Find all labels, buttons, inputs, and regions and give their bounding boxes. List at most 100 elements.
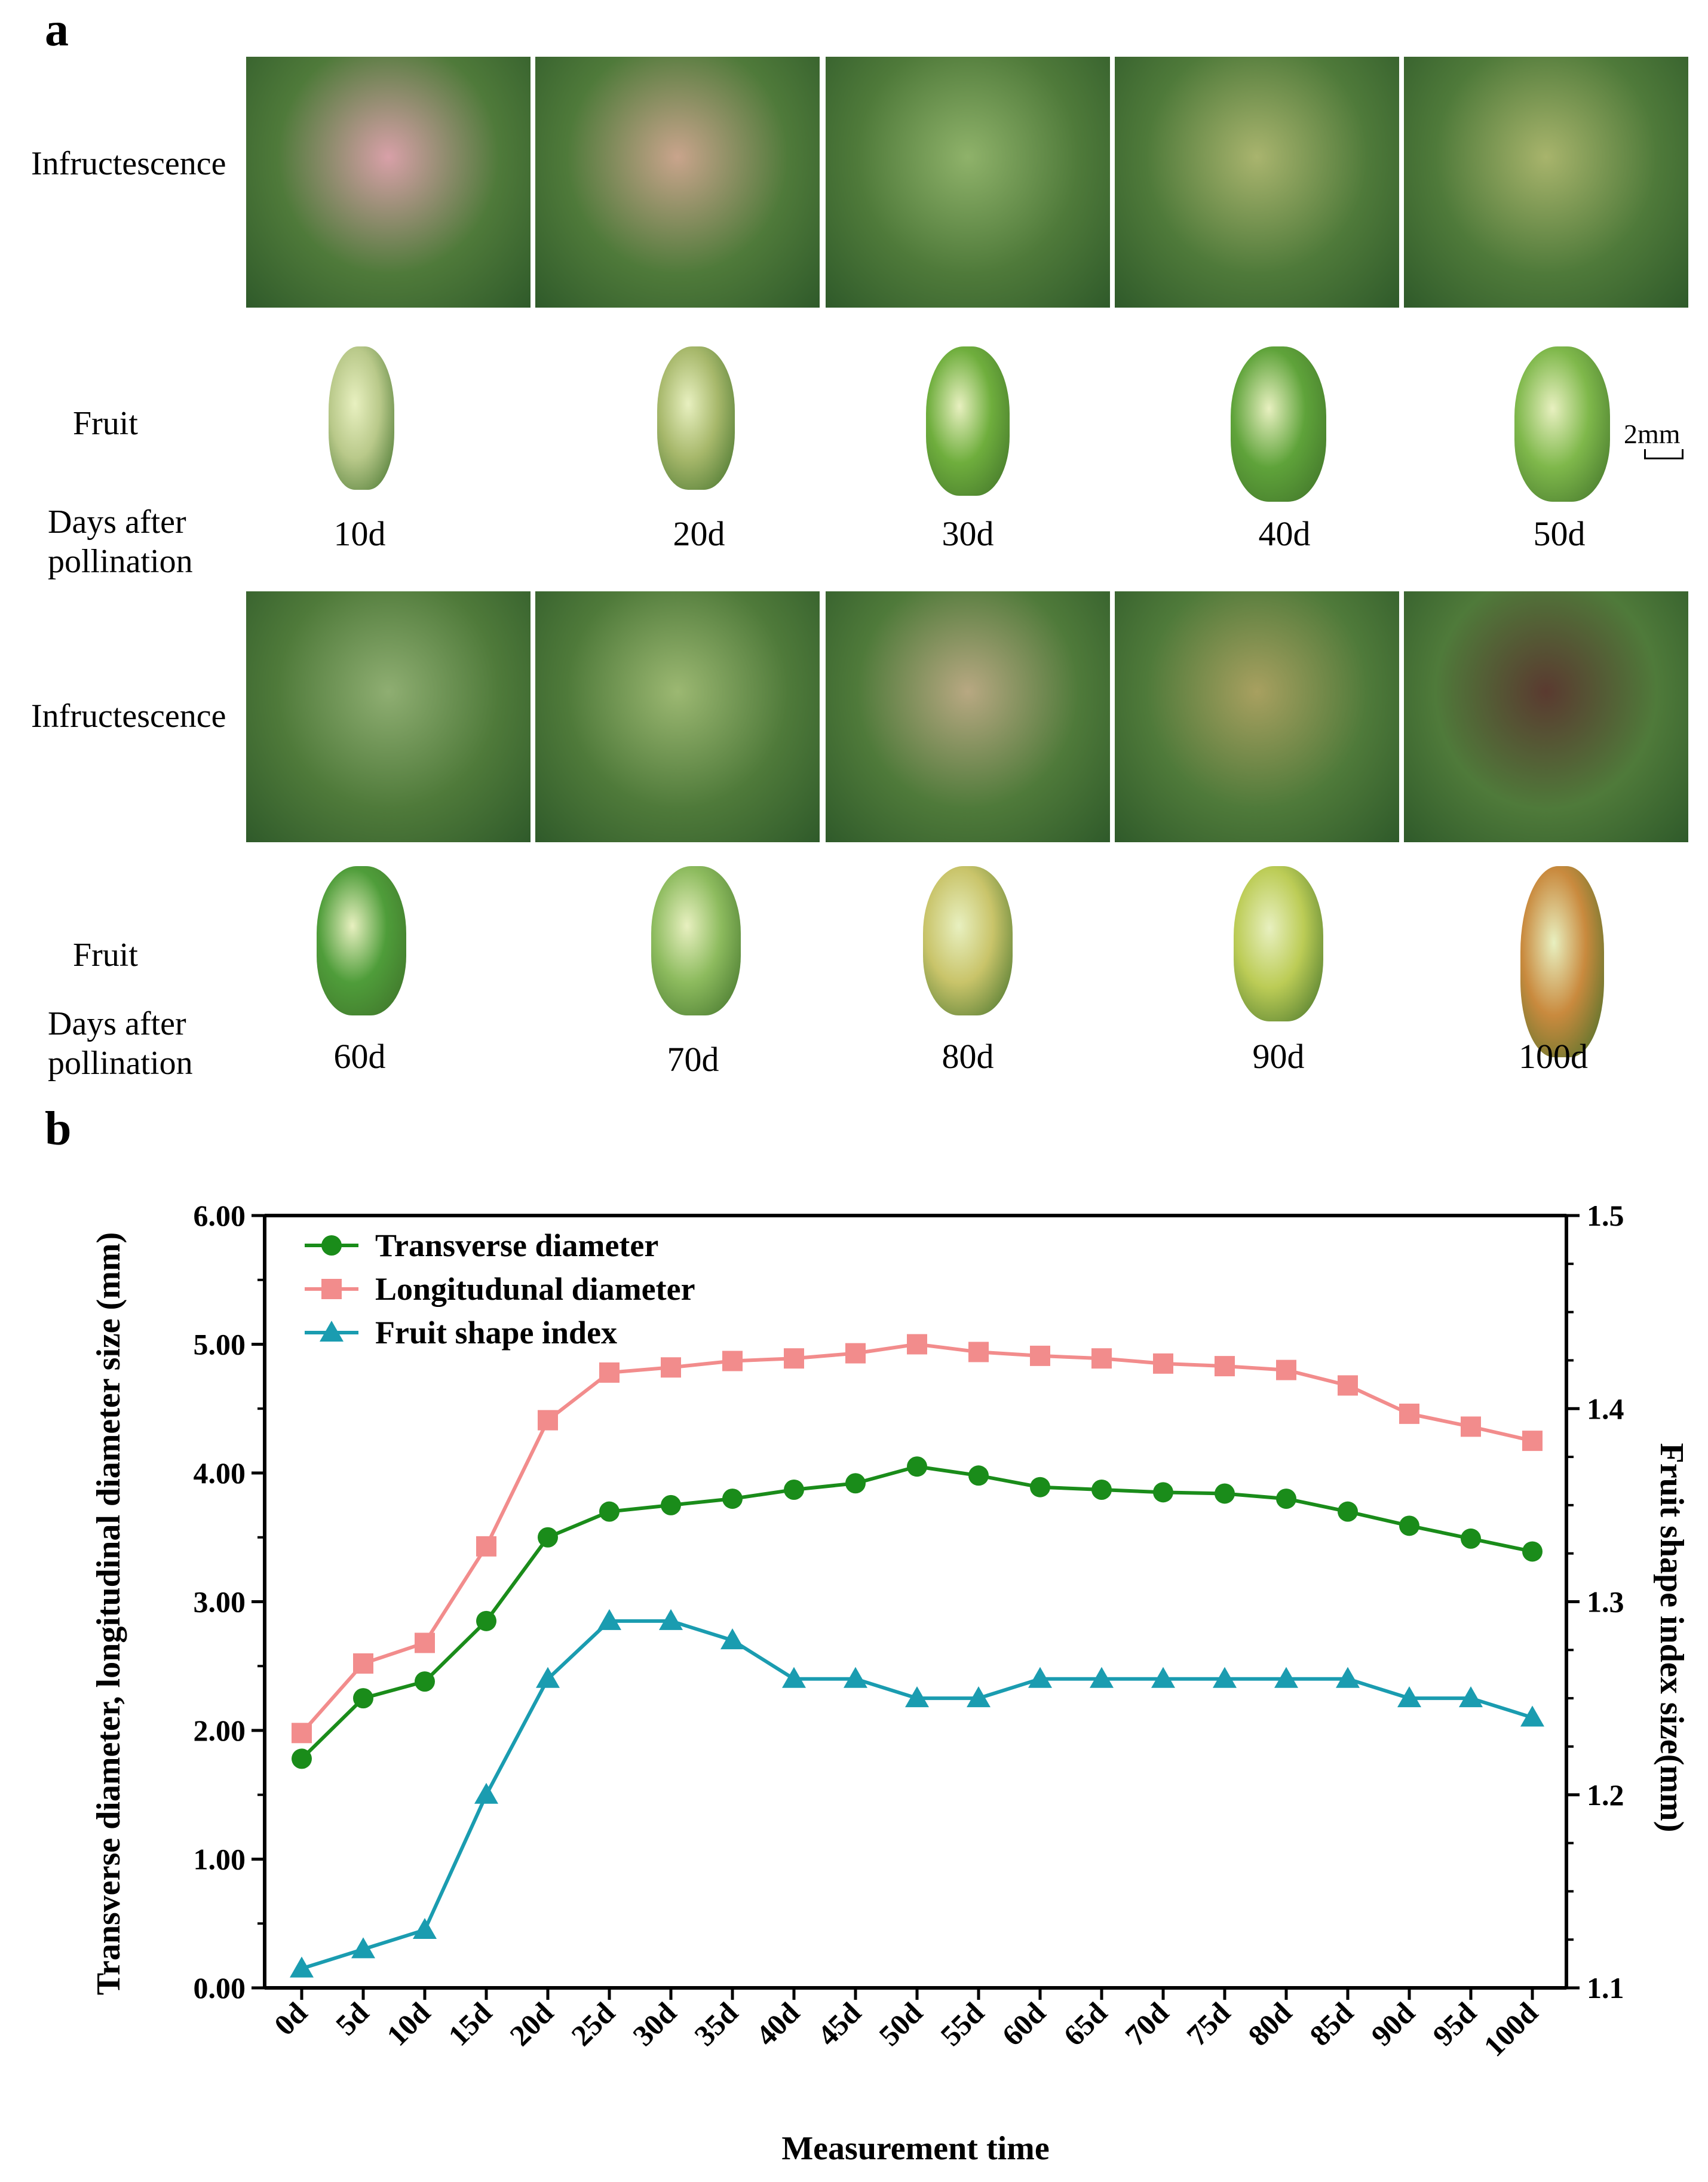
day-label-50d: 50d [1533, 514, 1586, 553]
data-point-longitudunal-diameter-80d [1276, 1359, 1296, 1380]
data-point-transverse-diameter-40d [784, 1480, 804, 1500]
data-point-longitudunal-diameter-40d [784, 1348, 804, 1369]
data-point-transverse-diameter-100d [1522, 1541, 1543, 1562]
y-tick-label-2.00: 2.00 [194, 1714, 246, 1747]
data-point-transverse-diameter-95d [1461, 1528, 1481, 1549]
x-tick-label-60d: 60d [995, 1996, 1052, 2052]
legend-label-longitudunal-diameter: Longitudunal diameter [375, 1271, 695, 1307]
x-tick-label-10d: 10d [380, 1996, 437, 2052]
day-label-100d: 100d [1519, 1037, 1588, 1076]
y-tick-label-4.00: 4.00 [194, 1456, 246, 1490]
data-point-fruit-shape-index-45d [844, 1667, 867, 1688]
infructescence-photo-80d [826, 591, 1110, 842]
x-tick-label-85d: 85d [1303, 1996, 1360, 2052]
data-point-transverse-diameter-70d [1153, 1482, 1173, 1503]
x-tick-label-80d: 80d [1241, 1996, 1298, 2052]
data-point-fruit-shape-index-0d [290, 1956, 314, 1978]
y2-axis-title: Fruit shape index size(mm) [1653, 1443, 1690, 1833]
data-point-fruit-shape-index-35d [720, 1628, 744, 1650]
data-point-longitudunal-diameter-85d [1338, 1375, 1358, 1396]
infructescence-label-row2: Infructescence [31, 698, 226, 735]
x-tick-label-30d: 30d [626, 1996, 683, 2052]
day-label-70d: 70d [667, 1040, 719, 1079]
x-tick-label-45d: 45d [811, 1996, 867, 2052]
data-point-transverse-diameter-45d [845, 1473, 866, 1494]
fruit-photo-70d [651, 866, 741, 1015]
x-tick-label-0d: 0d [268, 1996, 314, 2042]
y-tick-label-0.00: 0.00 [194, 1971, 246, 2005]
fruit-label-row2: Fruit [73, 937, 138, 974]
data-point-transverse-diameter-5d [353, 1688, 373, 1709]
infructescence-label-row1: Infructescence [31, 145, 226, 182]
x-tick-label-95d: 95d [1426, 1996, 1483, 2052]
data-point-longitudunal-diameter-100d [1522, 1431, 1543, 1451]
data-point-longitudunal-diameter-90d [1399, 1403, 1419, 1424]
days-label-row1-line2: pollination [48, 543, 193, 580]
data-point-fruit-shape-index-70d [1151, 1667, 1175, 1688]
data-point-transverse-diameter-0d [292, 1748, 312, 1769]
fruit-photo-80d [923, 866, 1013, 1015]
panel-b-letter: b [45, 1103, 72, 1155]
fruit-photo-90d [1234, 866, 1323, 1021]
infructescence-photo-40d [1115, 57, 1399, 308]
data-point-fruit-shape-index-15d [474, 1782, 498, 1804]
data-point-fruit-shape-index-30d [659, 1609, 683, 1630]
data-point-fruit-shape-index-95d [1459, 1686, 1483, 1708]
fruit-photo-60d [317, 866, 406, 1015]
data-point-fruit-shape-index-25d [597, 1609, 621, 1630]
y-tick-label-5.00: 5.00 [194, 1328, 246, 1361]
data-point-longitudunal-diameter-75d [1215, 1356, 1235, 1377]
data-point-transverse-diameter-75d [1215, 1483, 1235, 1504]
x-tick-label-65d: 65d [1057, 1996, 1114, 2052]
data-point-longitudunal-diameter-45d [845, 1343, 866, 1364]
data-point-fruit-shape-index-100d [1520, 1705, 1544, 1727]
data-point-longitudunal-diameter-95d [1461, 1416, 1481, 1437]
day-label-30d: 30d [942, 514, 994, 553]
infructescence-photo-50d [1404, 57, 1688, 308]
data-point-longitudunal-diameter-10d [415, 1632, 435, 1653]
data-point-transverse-diameter-20d [538, 1527, 558, 1548]
scale-bar-label: 2mm [1624, 419, 1681, 449]
legend-marker-transverse-diameter [321, 1235, 342, 1256]
line-chart: 0.00 1.00 2.00 3.00 4.00 5.00 6.00 1.1 1.2 1.3 1.4… [90, 1199, 1690, 2167]
data-point-longitudunal-diameter-15d [476, 1536, 496, 1557]
fruit-photo-100d [1520, 866, 1604, 1057]
data-point-transverse-diameter-35d [722, 1489, 743, 1509]
infructescence-photo-100d [1404, 591, 1688, 842]
x-tick-label-100d: 100d [1477, 1996, 1544, 2063]
y2-tick-label-1.2: 1.2 [1587, 1778, 1624, 1812]
y-axis-title: Transverse diameter, longitudinal diamet… [90, 1232, 127, 1995]
data-point-longitudunal-diameter-30d [661, 1357, 681, 1378]
data-point-transverse-diameter-85d [1338, 1501, 1358, 1522]
x-tick-label-55d: 55d [934, 1996, 991, 2052]
infructescence-photo-90d [1115, 591, 1399, 842]
fruit-photo-20d [657, 346, 735, 490]
data-point-fruit-shape-index-50d [905, 1686, 929, 1708]
data-point-fruit-shape-index-5d [351, 1937, 375, 1959]
data-point-longitudunal-diameter-35d [722, 1351, 743, 1371]
fruit-photo-40d [1231, 346, 1326, 502]
data-point-fruit-shape-index-10d [413, 1918, 437, 1939]
days-label-row2-line2: pollination [48, 1045, 193, 1082]
infructescence-photo-20d [535, 57, 820, 308]
data-point-longitudunal-diameter-65d [1091, 1348, 1112, 1369]
scale-bar [1644, 449, 1684, 459]
legend-label-fruit-shape-index: Fruit shape index [375, 1315, 617, 1351]
y-tick-label-3.00: 3.00 [194, 1585, 246, 1619]
data-point-fruit-shape-index-90d [1397, 1686, 1421, 1708]
fruit-photo-50d [1514, 346, 1610, 502]
y2-tick-label-1.4: 1.4 [1587, 1392, 1624, 1425]
legend-label-transverse-diameter: Transverse diameter [375, 1227, 658, 1263]
x-tick-label-75d: 75d [1180, 1996, 1237, 2052]
data-point-transverse-diameter-10d [415, 1671, 435, 1692]
days-label-row2-line1: Days after [48, 1005, 186, 1042]
x-axis-title: Measurement time [781, 2130, 1049, 2167]
day-label-40d: 40d [1258, 514, 1311, 553]
data-point-transverse-diameter-25d [599, 1501, 620, 1522]
data-point-transverse-diameter-55d [968, 1465, 989, 1486]
data-point-fruit-shape-index-20d [536, 1667, 560, 1688]
data-point-fruit-shape-index-65d [1090, 1667, 1114, 1688]
y2-tick-label-1.1: 1.1 [1587, 1971, 1624, 2005]
fruit-label-row1: Fruit [73, 405, 138, 442]
x-tick-label-25d: 25d [565, 1996, 621, 2052]
